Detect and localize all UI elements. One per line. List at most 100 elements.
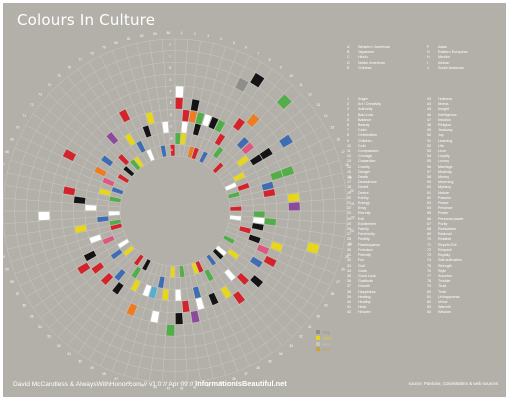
colour-cell <box>146 149 155 161</box>
category-item-label: Excitement <box>358 221 377 226</box>
colour-cell <box>136 140 146 153</box>
ring-letter: D <box>170 113 173 117</box>
category-item-key: 9 <box>347 138 350 143</box>
segment-spoke <box>111 262 156 372</box>
segment-number: 23 <box>350 229 354 233</box>
colour-cell <box>191 147 199 160</box>
category-item-key: 12 <box>347 154 352 159</box>
segment-number: 38 <box>232 377 236 381</box>
segment-spoke <box>209 253 283 346</box>
segment-spoke <box>227 160 340 196</box>
ring-letter: A <box>171 148 174 152</box>
category-item-key: 65 <box>427 211 432 216</box>
colour-cell <box>202 114 212 127</box>
culture-legend-item: C Hindu <box>347 55 390 60</box>
category-item-key: 49 <box>427 128 432 133</box>
colour-cell <box>190 99 200 112</box>
category-item-key: 56 <box>427 164 432 169</box>
category-item-label: Money <box>438 175 450 180</box>
segment-spoke <box>19 136 126 188</box>
segment-number: 39 <box>219 381 223 385</box>
category-item-key: 62 <box>427 195 432 200</box>
category-item-label: Friendly <box>358 253 372 258</box>
segment-number: 17 <box>341 150 345 154</box>
category-item-key: 70 <box>427 237 432 242</box>
category-item-label: Respect <box>438 247 452 252</box>
brand-link[interactable]: InformationIsBeautiful.net <box>195 379 287 388</box>
segment-spoke <box>10 160 123 196</box>
colour-cell <box>179 265 185 278</box>
category-item-key: 5 <box>347 117 350 122</box>
segment-spoke <box>217 245 310 319</box>
culture-legend-item-label: Western / American <box>358 45 391 49</box>
segment-number: 72 <box>30 103 34 107</box>
segment-number: 78 <box>90 51 94 55</box>
category-item-label: Authority <box>358 107 373 112</box>
category-item: 75 Strength <box>427 264 464 269</box>
category-item-key: 27 <box>347 232 352 237</box>
segment-spoke <box>48 248 135 329</box>
category-item-key: 79 <box>427 284 432 289</box>
category-item-key: 59 <box>427 180 432 185</box>
category-item-key: 67 <box>427 221 432 226</box>
category-item: 71 Repels Evil <box>427 243 464 248</box>
category-item-label: Learning <box>438 138 453 143</box>
segment-spoke <box>222 238 325 298</box>
culture-legend-item-label: Hindu <box>358 55 368 60</box>
culture-legend-item-key: C <box>347 55 350 60</box>
category-item: 12 Courage <box>347 154 381 159</box>
culture-legend-item-label: Native American <box>358 60 385 65</box>
category-item: 33 God <box>347 264 381 269</box>
category-item: 47 Intuition <box>427 118 464 123</box>
category-item-key: 4 <box>347 112 350 117</box>
category-item: 52 Life <box>427 144 464 149</box>
culture-legend-item: J South American <box>427 66 468 71</box>
footer-source: source: Pantone, ColorMatters & web sour… <box>408 381 498 386</box>
category-item-key: 51 <box>427 138 432 143</box>
colour-cell <box>175 97 183 110</box>
colour-cell <box>236 155 249 167</box>
culture-legend-item-key: B <box>347 50 350 55</box>
colour-cell <box>237 182 250 191</box>
culture-legend-item-key: F <box>427 45 430 49</box>
ring-letter: J <box>169 43 171 47</box>
category-item: 57 Modesty <box>427 170 464 175</box>
colour-cell <box>270 241 283 252</box>
colour-cell <box>248 234 261 244</box>
metallic-swatch-legend: Grey Yellow Silver Gold <box>316 330 332 353</box>
segment-number: 14 <box>324 114 328 118</box>
segment-number: 44 <box>153 386 157 390</box>
segment-spoke <box>215 93 302 174</box>
category-item-label: Family <box>358 227 369 232</box>
category-item-label: Truth <box>438 289 447 294</box>
colour-cell <box>187 146 195 158</box>
colour-cell <box>133 156 144 168</box>
colour-cell <box>94 166 107 177</box>
colour-cell <box>85 204 97 211</box>
category-item-label: Luxury <box>438 159 450 164</box>
colour-cell <box>130 279 141 292</box>
colour-cell <box>111 187 124 195</box>
colour-cell <box>214 119 226 133</box>
segment-spoke <box>88 258 148 361</box>
colour-cell <box>250 256 263 268</box>
colour-cell <box>170 144 175 156</box>
category-item-key: 68 <box>427 227 432 232</box>
page-title: Colours In Culture <box>17 11 156 29</box>
category-item-label: Wisdom <box>438 310 452 315</box>
category-item: 63 Peace <box>427 201 464 206</box>
category-item: 70 Reliable <box>427 237 464 242</box>
segment-number: 77 <box>79 58 83 62</box>
segment-number: 70 <box>16 126 20 130</box>
category-item-key: 1 <box>347 97 350 101</box>
segment-spoke <box>67 253 141 346</box>
segment-number: 56 <box>23 304 27 308</box>
segment-spoke <box>229 218 346 237</box>
culture-legend-item-key: H <box>427 55 430 60</box>
colour-cell <box>77 262 91 275</box>
segment-spoke <box>14 230 124 275</box>
category-item-label: Healthy <box>358 299 371 304</box>
category-item: 45 Insight <box>427 107 464 112</box>
colour-cell <box>252 217 265 224</box>
colour-cell <box>233 172 246 182</box>
